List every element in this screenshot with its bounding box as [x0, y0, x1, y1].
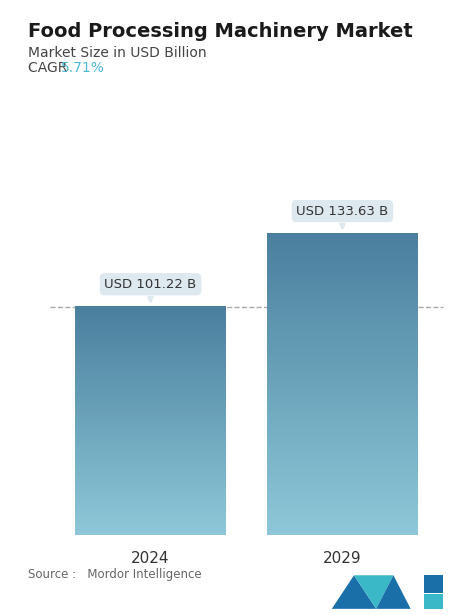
Polygon shape — [376, 575, 410, 609]
Polygon shape — [354, 575, 393, 609]
Bar — [424, 595, 443, 609]
Text: 5.71%: 5.71% — [61, 62, 105, 76]
Text: Market Size in USD Billion: Market Size in USD Billion — [28, 46, 207, 60]
Text: Source :   Mordor Intelligence: Source : Mordor Intelligence — [28, 568, 202, 581]
Text: CAGR: CAGR — [28, 62, 72, 76]
Bar — [424, 575, 443, 593]
Text: USD 133.63 B: USD 133.63 B — [296, 205, 389, 228]
Polygon shape — [332, 575, 376, 609]
Text: Food Processing Machinery Market: Food Processing Machinery Market — [28, 22, 413, 41]
Text: USD 101.22 B: USD 101.22 B — [104, 278, 197, 301]
